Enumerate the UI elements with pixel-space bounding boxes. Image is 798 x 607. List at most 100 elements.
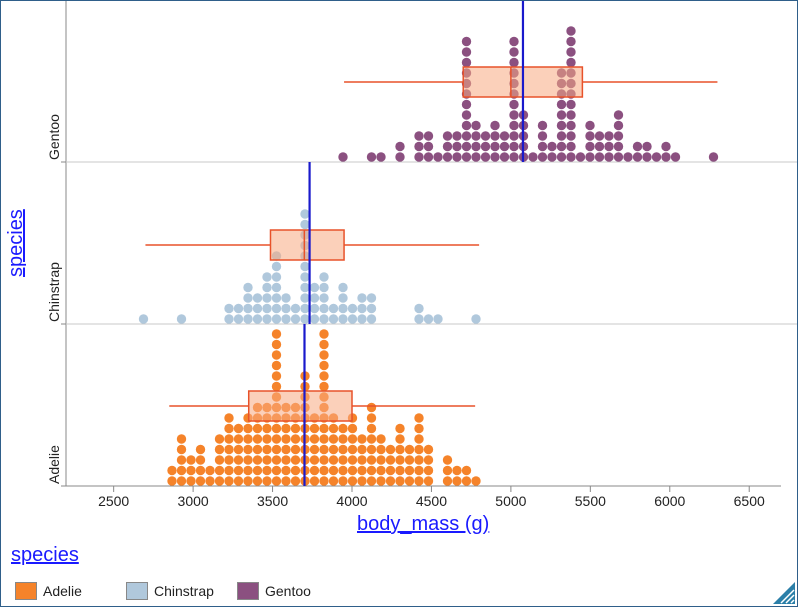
data-point <box>357 434 367 444</box>
data-point <box>414 303 424 314</box>
data-point <box>309 423 320 434</box>
x-tick-label: 6500 <box>734 493 765 509</box>
data-point <box>271 282 282 293</box>
data-point <box>537 152 548 162</box>
data-point <box>309 476 320 486</box>
data-point <box>252 314 263 324</box>
data-point <box>214 455 225 465</box>
data-point <box>414 141 424 152</box>
data-point <box>347 444 358 455</box>
data-point <box>271 381 282 392</box>
data-point <box>328 455 339 465</box>
data-point <box>461 465 472 476</box>
data-point <box>556 110 567 120</box>
data-point <box>243 282 253 293</box>
y-category-label-gentoo: Gentoo <box>46 114 62 160</box>
data-point <box>499 131 510 141</box>
data-point <box>376 465 386 476</box>
data-point <box>290 444 301 455</box>
data-point <box>243 476 253 486</box>
data-point <box>566 99 576 110</box>
data-point <box>661 141 671 152</box>
data-point <box>385 455 396 465</box>
data-point <box>300 261 310 272</box>
data-point <box>461 110 472 120</box>
x-tick-label: 4000 <box>336 493 367 509</box>
legend-item-chinstrap[interactable]: Chinstrap <box>126 581 214 601</box>
data-point <box>186 465 196 476</box>
data-point <box>338 455 348 465</box>
data-point <box>604 152 614 162</box>
plot-area[interactable]: 2500 3000 3500 4000 4500 5000 5500 6000 6500 <box>1 1 797 541</box>
data-point <box>319 282 329 293</box>
data-point <box>357 465 367 476</box>
data-point <box>461 36 472 47</box>
data-point <box>566 120 576 131</box>
data-point <box>176 434 187 444</box>
data-point <box>594 152 605 162</box>
data-point <box>262 476 272 486</box>
data-point <box>338 293 348 303</box>
data-point <box>509 47 519 57</box>
data-point <box>319 360 329 371</box>
data-point <box>271 455 282 465</box>
data-point <box>395 444 405 455</box>
data-point <box>366 455 377 465</box>
data-point <box>319 314 329 324</box>
data-point <box>309 293 320 303</box>
data-point <box>271 329 282 339</box>
legend-item-gentoo[interactable]: Gentoo <box>237 581 311 601</box>
data-point <box>566 152 576 162</box>
data-point <box>480 141 491 152</box>
data-point <box>224 465 234 476</box>
data-point <box>395 141 405 152</box>
data-point <box>414 423 424 434</box>
data-point <box>376 476 386 486</box>
data-point <box>347 423 358 434</box>
data-point <box>461 476 472 486</box>
data-point <box>281 476 291 486</box>
y-category-label-adelie: Adelie <box>46 445 62 484</box>
data-point <box>442 131 453 141</box>
data-point <box>271 261 282 272</box>
data-point <box>347 434 358 444</box>
data-point <box>366 402 377 413</box>
data-point <box>604 141 614 152</box>
data-point <box>604 131 614 141</box>
data-point <box>205 465 215 476</box>
data-point <box>224 476 234 486</box>
data-point <box>480 131 491 141</box>
resize-handle-icon[interactable] <box>773 582 795 604</box>
data-point <box>252 455 263 465</box>
legend-title[interactable]: species <box>11 544 79 566</box>
data-point <box>509 36 519 47</box>
data-point <box>290 314 301 324</box>
data-point <box>262 303 272 314</box>
data-point <box>338 314 348 324</box>
data-point <box>613 141 624 152</box>
data-point <box>233 476 244 486</box>
data-point <box>423 444 434 455</box>
data-point <box>224 314 234 324</box>
data-point <box>347 303 358 314</box>
data-point <box>271 434 282 444</box>
data-point <box>214 434 225 444</box>
data-point <box>499 152 510 162</box>
data-point <box>366 303 377 314</box>
data-point <box>281 303 291 314</box>
box <box>247 390 353 422</box>
data-point <box>262 314 272 324</box>
data-point <box>366 314 377 324</box>
legend-item-adelie[interactable]: Adelie <box>15 581 82 601</box>
data-point <box>594 131 605 141</box>
x-tick-label: 4500 <box>416 493 447 509</box>
data-point <box>309 303 320 314</box>
data-point <box>347 314 358 324</box>
data-point <box>509 57 519 68</box>
data-point <box>338 444 348 455</box>
y-axis-title[interactable]: species <box>5 209 27 277</box>
data-point <box>290 455 301 465</box>
data-point <box>252 476 263 486</box>
data-point <box>262 434 272 444</box>
x-axis-title[interactable]: body_mass (g) <box>357 513 490 535</box>
